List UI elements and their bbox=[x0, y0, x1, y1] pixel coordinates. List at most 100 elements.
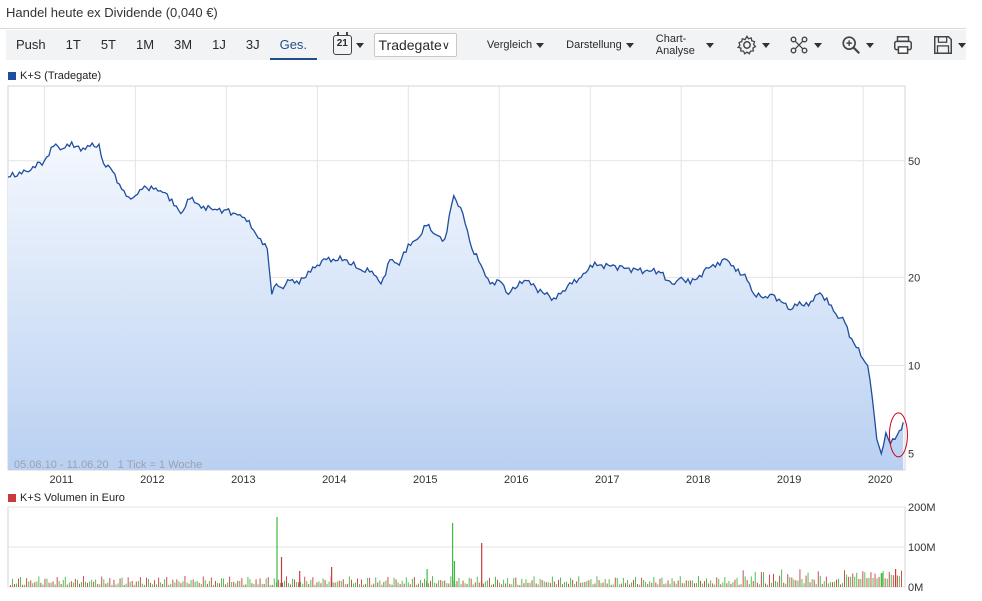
volume-bar bbox=[870, 572, 872, 587]
volume-bar bbox=[115, 584, 117, 587]
calendar-caret-icon[interactable] bbox=[355, 42, 364, 48]
range-tab[interactable]: Ges. bbox=[269, 30, 318, 60]
menu-chart-analyse[interactable]: Chart-Analyse bbox=[656, 33, 714, 57]
volume-bar bbox=[336, 581, 338, 587]
volume-bar bbox=[348, 576, 350, 587]
chart-toolbar: Push 1T 5T 1M 3M 1J 3J Ges. 21 Tradegate ∨ Verg… bbox=[6, 30, 966, 60]
volume-bar bbox=[48, 582, 50, 587]
volume-spike bbox=[481, 543, 483, 587]
volume-bar bbox=[74, 578, 76, 587]
volume-bar bbox=[263, 584, 265, 587]
volume-bar bbox=[77, 579, 78, 587]
volume-bar bbox=[677, 580, 679, 587]
volume-bar bbox=[139, 577, 141, 587]
volume-bar bbox=[458, 577, 460, 587]
exchange-select[interactable]: Tradegate ∨ bbox=[373, 33, 457, 57]
volume-bar bbox=[809, 582, 811, 587]
volume-bar bbox=[332, 582, 334, 587]
volume-bar bbox=[773, 573, 774, 587]
calendar-icon[interactable]: 21 bbox=[333, 32, 352, 55]
volume-spike bbox=[895, 569, 897, 587]
zoom-button[interactable] bbox=[840, 34, 874, 56]
volume-bar bbox=[807, 572, 809, 587]
volume-bar bbox=[803, 583, 805, 587]
volume-bar bbox=[726, 583, 728, 587]
volume-bar bbox=[694, 583, 695, 587]
volume-bar bbox=[596, 576, 598, 587]
volume-bar bbox=[300, 581, 302, 587]
volume-bar bbox=[237, 580, 239, 587]
menu-vergleich[interactable]: Vergleich bbox=[487, 33, 545, 57]
volume-bar bbox=[284, 580, 285, 587]
volume-bar bbox=[97, 584, 99, 587]
volume-bar bbox=[848, 576, 850, 587]
volume-bar bbox=[850, 576, 852, 587]
volume-bar bbox=[821, 584, 823, 587]
volume-bar bbox=[844, 570, 845, 587]
volume-bar bbox=[298, 582, 300, 587]
volume-bar bbox=[261, 583, 263, 587]
volume-bar bbox=[403, 583, 405, 587]
volume-bar bbox=[562, 584, 563, 587]
volume-bar bbox=[627, 580, 628, 587]
x-tick-label: 2019 bbox=[777, 474, 801, 486]
volume-bar bbox=[673, 581, 675, 587]
volume-bar bbox=[38, 576, 40, 587]
volume-bar bbox=[580, 582, 582, 587]
divider bbox=[0, 28, 966, 29]
volume-bar bbox=[706, 578, 707, 587]
range-tab[interactable]: Push bbox=[16, 37, 46, 52]
save-button[interactable] bbox=[932, 34, 966, 56]
volume-bar bbox=[101, 576, 103, 587]
volume-bar bbox=[647, 583, 649, 587]
volume-bar bbox=[91, 579, 93, 587]
volume-bar bbox=[641, 577, 643, 587]
volume-bar bbox=[180, 583, 182, 587]
volume-bar bbox=[497, 579, 498, 587]
range-tab[interactable]: 1T bbox=[65, 37, 81, 52]
volume-bar bbox=[746, 580, 748, 587]
indicators-button[interactable] bbox=[788, 34, 822, 56]
volume-bar bbox=[590, 579, 592, 587]
range-tab[interactable]: 3J bbox=[245, 37, 260, 52]
menu-darstellung[interactable]: Darstellung bbox=[566, 33, 634, 57]
range-tab[interactable]: 3M bbox=[174, 37, 193, 52]
volume-bar bbox=[188, 583, 190, 587]
volume-bar bbox=[87, 582, 88, 587]
volume-bar bbox=[730, 583, 732, 587]
volume-bar bbox=[545, 582, 547, 587]
volume-bar bbox=[186, 582, 188, 587]
range-tab[interactable]: 1J bbox=[212, 37, 226, 52]
volume-bar bbox=[10, 585, 11, 587]
volume-bar bbox=[722, 582, 724, 587]
volume-bar bbox=[592, 584, 594, 587]
volume-bar bbox=[444, 580, 446, 587]
volume-bar bbox=[62, 580, 64, 587]
volume-bar bbox=[568, 583, 569, 587]
volume-bar bbox=[344, 584, 346, 587]
volume-bar bbox=[144, 584, 145, 587]
volume-bar bbox=[714, 584, 716, 587]
volume-bar bbox=[892, 575, 894, 587]
volume-spike bbox=[426, 569, 428, 587]
volume-bar bbox=[614, 577, 616, 587]
volume-bar bbox=[484, 581, 486, 587]
save-icon bbox=[934, 36, 952, 54]
volume-bar bbox=[547, 582, 549, 587]
volume-bar bbox=[111, 584, 113, 587]
volume-bar bbox=[476, 576, 478, 587]
print-button[interactable] bbox=[892, 34, 914, 56]
settings-button[interactable] bbox=[736, 34, 770, 56]
volume-bar bbox=[468, 577, 470, 587]
volume-bar bbox=[401, 580, 403, 587]
volume-bar bbox=[227, 582, 229, 587]
volume-bar bbox=[109, 578, 111, 587]
range-tab[interactable]: 5T bbox=[100, 37, 116, 52]
menu-label: Chart-Analyse bbox=[655, 33, 695, 57]
volume-bar bbox=[586, 581, 588, 587]
volume-bar bbox=[689, 580, 691, 587]
range-tab[interactable]: 1M bbox=[135, 37, 155, 52]
volume-spike bbox=[881, 573, 883, 587]
volume-bar bbox=[231, 582, 233, 587]
